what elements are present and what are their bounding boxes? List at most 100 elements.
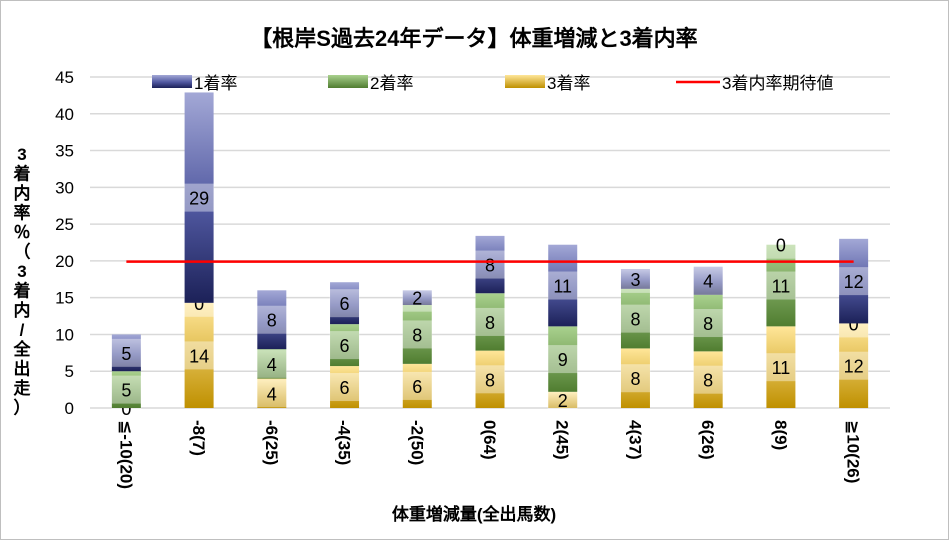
y-axis-title-char: 走 — [14, 378, 31, 398]
data-label-box — [693, 365, 724, 394]
data-label-box — [256, 379, 287, 408]
y-axis-title-char: （ — [14, 242, 31, 262]
bar-segment — [111, 371, 141, 408]
data-label: 8 — [267, 311, 277, 331]
bar-segment — [766, 244, 796, 327]
y-tick-label: 30 — [55, 178, 74, 197]
data-label: 0 — [849, 314, 859, 334]
x-tick-label: ≧10(26) — [844, 420, 863, 483]
y-axis-title-char: 内 — [14, 183, 31, 203]
bar-segment — [257, 378, 287, 408]
bar-segment — [184, 302, 214, 408]
legend-label: 3着内率期待値 — [722, 74, 833, 93]
legend-swatch — [152, 75, 192, 88]
data-label-box — [402, 320, 433, 349]
x-tick-label: 8(9) — [771, 420, 790, 450]
y-axis-title-char: 出 — [14, 359, 31, 379]
data-label-box — [329, 331, 360, 360]
data-label-box — [620, 304, 651, 333]
x-tick-label: 2(45) — [553, 420, 572, 460]
data-label: 8 — [485, 370, 495, 390]
data-label: 6 — [340, 294, 350, 314]
data-label-box — [402, 283, 433, 312]
bar-segment — [330, 324, 360, 367]
data-label: 8 — [485, 256, 495, 276]
bar-segment — [620, 268, 650, 289]
legend-label: 2着率 — [370, 74, 413, 93]
data-label-box — [547, 271, 578, 300]
y-axis-title-char: 率 — [14, 203, 31, 223]
data-label: 8 — [412, 325, 422, 345]
bar-segment — [402, 290, 432, 306]
data-label: 12 — [844, 357, 864, 377]
x-tick-label: 6(26) — [698, 420, 717, 460]
y-axis-title-char: ） — [14, 398, 31, 418]
data-label-box — [475, 250, 505, 279]
y-axis-title-char: ％ — [14, 223, 31, 242]
bar-segment — [693, 266, 723, 295]
data-label: 8 — [630, 369, 640, 389]
data-label: 8 — [630, 310, 640, 330]
bar-segment — [766, 326, 796, 408]
bar-segment — [548, 391, 578, 408]
data-label-box — [111, 338, 142, 367]
data-label: 5 — [121, 344, 131, 364]
data-label: 9 — [558, 350, 568, 370]
x-tick-label: -2(50) — [407, 420, 426, 465]
y-tick-label: 5 — [65, 362, 74, 381]
bar-segment — [111, 334, 141, 372]
x-tick-label: 0(64) — [480, 420, 499, 460]
data-label: 29 — [189, 189, 209, 209]
data-label: 3 — [630, 270, 640, 290]
data-label: 6 — [340, 336, 350, 356]
data-label: 11 — [772, 277, 791, 297]
bar-segment — [330, 282, 360, 325]
y-axis-title-char: / — [20, 321, 25, 340]
x-tick-label: -6(25) — [262, 420, 281, 465]
data-label-box — [402, 371, 433, 400]
bar-segment — [839, 238, 869, 324]
data-label: 5 — [121, 381, 131, 401]
data-label-box — [765, 353, 796, 382]
bar-segment — [402, 363, 432, 408]
bar-segment — [693, 351, 723, 408]
y-axis-title-char: 3 — [17, 262, 26, 281]
data-label-box — [620, 364, 651, 393]
bar-segment — [257, 349, 287, 379]
y-tick-label: 10 — [55, 325, 74, 344]
bar-segment — [257, 290, 287, 350]
data-label: 2 — [558, 391, 568, 411]
y-axis-title-char: 内 — [14, 300, 31, 320]
data-label-box — [256, 349, 287, 378]
legend-swatch — [328, 75, 368, 88]
data-label-box — [693, 309, 724, 338]
x-tick-label: -4(35) — [335, 420, 354, 465]
data-label: 8 — [703, 371, 713, 391]
data-label: 8 — [485, 313, 495, 333]
bar-segment — [548, 326, 578, 392]
y-axis-title: 3着内率％（3着内/全出走） — [13, 145, 32, 418]
data-label: 6 — [412, 377, 422, 397]
bar-segment — [620, 288, 650, 349]
y-tick-label: 40 — [55, 105, 74, 124]
bar-segment — [184, 92, 214, 303]
y-tick-label: 15 — [55, 289, 74, 308]
data-label-box — [547, 345, 578, 374]
data-label: 0 — [121, 399, 131, 419]
data-label-box — [838, 267, 869, 296]
data-label-box — [475, 307, 505, 336]
data-label: 8 — [703, 314, 713, 334]
y-tick-label: 20 — [55, 252, 74, 271]
data-label: 4 — [267, 355, 277, 375]
bar-segment — [330, 366, 360, 408]
data-label-box — [765, 271, 796, 300]
data-label-box — [184, 183, 215, 212]
data-label: 11 — [772, 358, 791, 378]
bar-segment — [475, 350, 505, 408]
bar-segment — [475, 235, 505, 294]
data-label-box — [693, 266, 724, 295]
x-tick-label: -8(7) — [189, 420, 208, 456]
data-label: 14 — [189, 346, 209, 366]
data-label-box — [184, 341, 215, 370]
